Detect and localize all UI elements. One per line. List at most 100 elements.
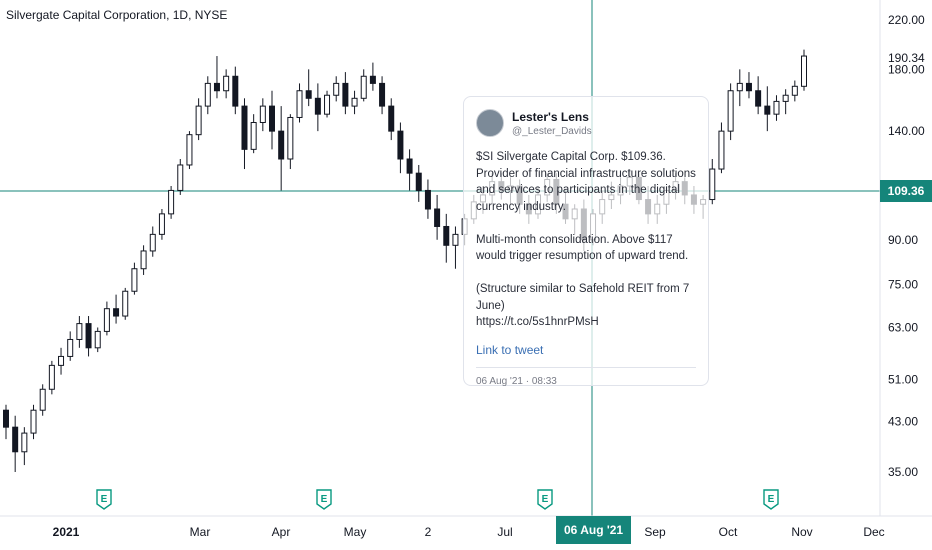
tweet-link[interactable]: Link to tweet xyxy=(476,342,544,357)
earnings-marker-icon[interactable] xyxy=(763,489,779,510)
price-tick-label: 220.00 xyxy=(888,13,925,27)
candle-body xyxy=(342,82,349,107)
earnings-marker-icon[interactable] xyxy=(537,489,553,510)
candle-body xyxy=(305,90,312,99)
time-tick-label: Jul xyxy=(497,525,512,539)
candle-body xyxy=(204,82,211,107)
price-tick-label: 63.00 xyxy=(888,320,918,334)
candle-body xyxy=(351,97,358,107)
candle-body xyxy=(764,105,771,115)
price-tick-label: 75.00 xyxy=(888,278,918,292)
price-tick-label: 43.00 xyxy=(888,414,918,428)
candle-body xyxy=(369,75,376,84)
earnings-marker-label: E xyxy=(321,494,328,505)
candle-body xyxy=(48,364,55,390)
candle-body xyxy=(3,409,9,428)
candle-body xyxy=(177,164,184,191)
tweet-author-handle[interactable]: @_Lester_Davids xyxy=(512,125,592,137)
candle-body xyxy=(443,225,450,246)
candle-body xyxy=(67,338,74,357)
candle-body xyxy=(801,55,807,87)
candle-body xyxy=(259,105,266,124)
candle-body xyxy=(232,75,239,107)
tweet-header: Lester's Lens @_Lester_Davids xyxy=(476,109,696,137)
candle-body xyxy=(149,233,156,252)
earnings-marker-label: E xyxy=(768,494,775,505)
candle-body xyxy=(388,105,395,132)
tweet-body: $SI Silvergate Capital Corp. $109.36. Pr… xyxy=(476,151,696,328)
chart-title: Silvergate Capital Corporation, 1D, NYSE xyxy=(6,8,228,22)
profile-avatar-icon[interactable] xyxy=(476,109,504,137)
candle-body xyxy=(755,90,762,107)
candle-body xyxy=(58,355,65,366)
candle-body xyxy=(21,432,28,453)
time-tick-label: Sep xyxy=(644,525,666,539)
candle-body xyxy=(415,172,422,191)
candle-body xyxy=(782,94,789,102)
candle-body xyxy=(360,75,367,99)
price-tick-label: 180.00 xyxy=(888,62,925,76)
candle-body xyxy=(791,85,798,96)
candle-body xyxy=(122,290,129,317)
candle-body xyxy=(314,97,321,115)
tweet-divider xyxy=(476,366,696,368)
candle-body xyxy=(94,330,101,349)
time-tick-label: Oct xyxy=(719,525,738,539)
tweet-card: Lester's Lens @_Lester_Davids $SI Silver… xyxy=(463,96,709,387)
time-tick-label: Nov xyxy=(791,525,812,539)
candle-body xyxy=(241,105,248,150)
candle-body xyxy=(745,82,752,92)
tweet-author-name[interactable]: Lester's Lens xyxy=(512,109,589,124)
price-tick-label: 51.00 xyxy=(888,372,918,386)
candle-body xyxy=(195,105,202,136)
candle-body xyxy=(213,82,220,92)
candle-body xyxy=(223,75,230,92)
time-tick-label: Mar xyxy=(190,525,211,539)
candle-body xyxy=(397,130,404,160)
candle-body xyxy=(168,189,175,215)
candle-body xyxy=(140,250,147,270)
earnings-marker-icon[interactable] xyxy=(96,489,112,510)
earnings-marker-icon[interactable] xyxy=(316,489,332,510)
last-price-label: 190.34 xyxy=(888,51,925,65)
candle-body xyxy=(434,208,441,227)
price-tick-label: 140.00 xyxy=(888,124,925,138)
time-axis[interactable]: 2021 Mar Apr May 2 Jul Sep Oct Nov Dec xyxy=(53,525,885,539)
candle-body xyxy=(324,94,331,115)
candle-body xyxy=(773,100,780,115)
candle-body xyxy=(424,189,431,210)
candle-body xyxy=(406,158,413,174)
time-tick-label: 2 xyxy=(425,525,432,539)
candle-body xyxy=(452,233,459,246)
candle-body xyxy=(131,268,138,292)
candle-body xyxy=(736,82,743,92)
time-tick-label: May xyxy=(344,525,367,539)
candle-body xyxy=(379,82,386,107)
price-axis[interactable]: 220.00 180.00 140.00 90.00 75.00 63.00 51.00 43… xyxy=(888,13,925,479)
candle-body xyxy=(250,122,257,150)
candle-body xyxy=(30,409,37,434)
candle-body xyxy=(85,323,92,349)
crosshair-price-label: 109.36 xyxy=(880,180,932,202)
candle-body xyxy=(709,168,716,201)
earnings-marker-label: E xyxy=(101,494,108,505)
candle-body xyxy=(12,426,19,453)
price-tick-label: 90.00 xyxy=(888,233,918,247)
candle-body xyxy=(727,90,734,132)
candle-body xyxy=(186,134,193,166)
time-tick-label: Dec xyxy=(863,525,884,539)
candle-body xyxy=(76,323,83,340)
candle-body xyxy=(158,213,165,235)
candle-body xyxy=(296,90,303,118)
tweet-timestamp: 06 Aug '21 · 08:33 xyxy=(476,375,557,387)
price-tick-label: 35.00 xyxy=(888,465,918,479)
time-tick-label: 2021 xyxy=(53,525,80,539)
time-tick-label: Apr xyxy=(272,525,291,539)
candle-body xyxy=(39,388,46,411)
candle-body xyxy=(278,130,285,160)
crosshair-date-label: 06 Aug '21 xyxy=(556,516,632,544)
earnings-marker-label: E xyxy=(542,494,549,505)
candle-body xyxy=(287,116,294,160)
candle-body xyxy=(103,308,110,332)
